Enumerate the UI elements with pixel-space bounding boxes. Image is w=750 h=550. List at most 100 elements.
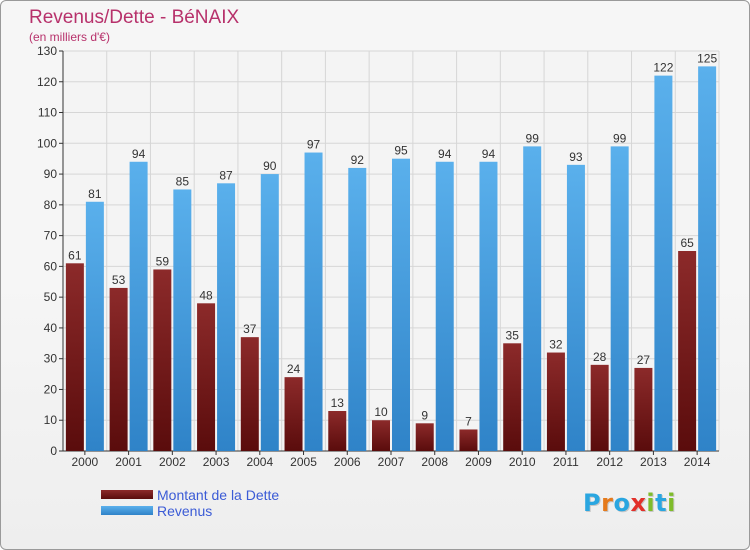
bar-revenus	[304, 152, 323, 452]
data-label-revenus: 90	[263, 159, 277, 173]
data-label-revenus: 94	[438, 147, 452, 161]
bar-dette	[503, 343, 522, 451]
bar-dette	[546, 352, 565, 451]
data-label-dette: 59	[156, 254, 170, 268]
bar-revenus	[698, 66, 717, 451]
bar-revenus	[392, 158, 410, 451]
data-label-revenus: 85	[176, 174, 190, 188]
logo-letter: x	[630, 489, 647, 517]
y-tick-label: 40	[44, 321, 58, 335]
chart-title: Revenus/Dette - BéNAIX	[29, 7, 240, 28]
bar-dette	[328, 411, 347, 451]
x-tick-label: 2011	[553, 455, 579, 469]
x-tick-label: 2005	[290, 455, 317, 469]
y-tick-label: 90	[44, 167, 58, 181]
axis-layer: 0 10 20 30 40 50 60 70 80 90 100 110 120 130 2000 2001 2…	[37, 44, 719, 469]
y-tick-label: 110	[38, 106, 57, 120]
data-label-dette: 65	[680, 236, 694, 250]
data-label-dette: 37	[243, 322, 257, 336]
data-label-dette: 35	[506, 328, 520, 342]
bar-revenus	[523, 146, 542, 451]
data-label-revenus: 125	[697, 51, 717, 65]
data-label-dette: 27	[637, 353, 651, 367]
data-label-dette: 9	[421, 408, 428, 422]
x-tick-label: 2001	[115, 455, 142, 469]
data-label-revenus: 122	[653, 61, 673, 75]
bar-revenus	[654, 75, 673, 451]
data-label-dette: 32	[549, 338, 563, 352]
data-label-revenus: 81	[88, 187, 102, 201]
bar-dette	[284, 377, 303, 451]
legend-label-revenus: Revenus	[157, 503, 213, 519]
data-label-revenus: 95	[394, 144, 408, 158]
bar-revenus	[435, 161, 454, 451]
data-label-revenus: 99	[526, 131, 540, 145]
data-label-revenus: 87	[219, 168, 233, 182]
data-label-revenus: 97	[307, 138, 321, 152]
data-label-revenus: 94	[482, 147, 496, 161]
bar-dette	[415, 423, 434, 451]
bar-revenus	[566, 164, 585, 451]
proxiti-logo: Proxiti	[583, 489, 676, 517]
x-tick-label: 2004	[246, 455, 273, 469]
logo-letter: r	[601, 489, 614, 517]
x-tick-label: 2006	[334, 455, 361, 469]
y-tick-label: 100	[37, 136, 57, 150]
legend-label-dette: Montant de la Dette	[157, 487, 280, 503]
data-label-dette: 13	[331, 396, 345, 410]
bar-dette	[634, 367, 653, 451]
y-tick-label: 50	[44, 290, 58, 304]
x-tick-label: 2003	[203, 455, 230, 469]
bar-revenus	[217, 183, 236, 452]
x-tick-label: 2013	[640, 455, 667, 469]
legend-swatch-dette	[101, 490, 153, 499]
y-tick-label: 60	[44, 259, 58, 273]
plot-area	[63, 51, 719, 451]
x-tick-label: 2014	[684, 455, 711, 469]
data-label-revenus: 99	[613, 131, 627, 145]
bar-revenus	[610, 146, 629, 451]
bar-dette	[678, 251, 697, 451]
y-tick-label: 30	[44, 352, 58, 366]
logo-letter: t	[655, 489, 668, 517]
y-tick-label: 80	[44, 198, 58, 212]
bar-dette	[240, 337, 259, 451]
bar-revenus	[260, 174, 279, 452]
bar-revenus	[479, 161, 498, 451]
x-tick-label: 2010	[509, 455, 536, 469]
y-tick-label: 120	[37, 75, 57, 89]
bar-dette	[197, 303, 216, 451]
data-label-dette: 7	[465, 414, 472, 428]
bar-dette	[590, 364, 609, 451]
bar-dette	[109, 287, 128, 451]
bars-layer	[65, 66, 717, 452]
bar-revenus	[173, 189, 192, 451]
bar-dette	[372, 420, 390, 451]
data-label-dette: 48	[199, 288, 213, 302]
data-label-dette: 28	[593, 350, 607, 364]
data-label-revenus: 92	[351, 153, 365, 167]
bar-revenus	[129, 161, 148, 451]
x-tick-label: 2012	[596, 455, 623, 469]
data-labels-layer: 61 81 53 94 59 85 48 87 37 90 24 97 13 92 10 95 9 94 7 94 35…	[68, 51, 717, 428]
data-label-revenus: 94	[132, 147, 146, 161]
logo-letter: P	[583, 489, 602, 517]
data-label-dette: 61	[68, 248, 82, 262]
bar-dette	[153, 269, 172, 451]
grid-layer	[62, 50, 720, 452]
data-label-dette: 24	[287, 362, 301, 376]
legend-swatch-revenus	[101, 506, 153, 515]
y-tick-label: 0	[50, 444, 57, 458]
logo-letter: o	[613, 489, 631, 517]
x-tick-label: 2002	[159, 455, 186, 469]
y-tick-label: 70	[44, 229, 58, 243]
bar-dette	[459, 429, 478, 451]
x-tick-label: 2009	[465, 455, 492, 469]
y-tick-label: 20	[44, 382, 58, 396]
bar-dette	[65, 263, 84, 451]
data-label-dette: 53	[112, 273, 126, 287]
bar-revenus	[348, 167, 367, 451]
logo-letter: i	[667, 489, 676, 517]
